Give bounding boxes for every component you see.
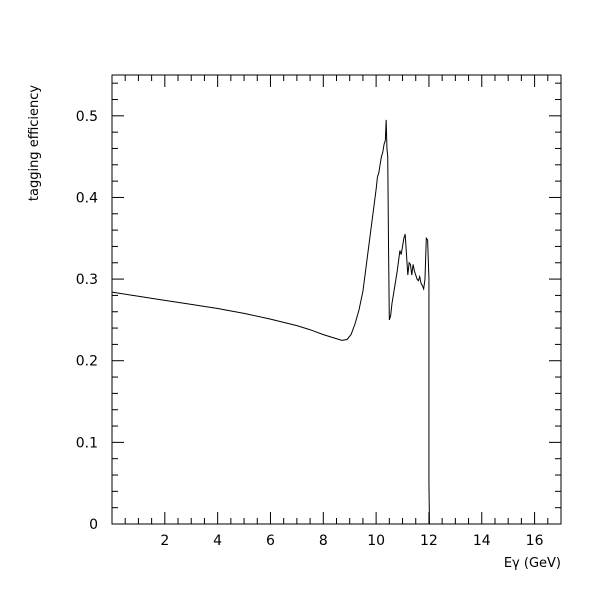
y-tick-label: 0.1 — [76, 435, 98, 451]
x-tick-label: 16 — [526, 533, 544, 549]
x-tick-label: 4 — [213, 533, 222, 549]
x-tick-label: 2 — [160, 533, 169, 549]
x-tick-labels: 2 4 6 8 10 12 14 16 — [160, 533, 543, 549]
y-tick-label: 0 — [89, 517, 98, 533]
y-axis-label: tagging efficiency — [27, 85, 42, 202]
x-axis-label: Eγ (GeV) — [504, 556, 561, 571]
x-tick-label: 12 — [420, 533, 438, 549]
y-tick-label: 0.5 — [76, 109, 98, 125]
y-tick-label: 0.2 — [76, 354, 98, 370]
y-tick-label: 0.4 — [76, 190, 98, 206]
plot-frame — [111, 74, 562, 525]
efficiency-curve — [111, 119, 430, 525]
x-tick-label: 8 — [319, 533, 328, 549]
axis-ticks — [112, 75, 561, 525]
x-tick-label: 10 — [367, 533, 385, 549]
x-tick-label: 14 — [473, 533, 491, 549]
y-tick-label: 0.3 — [76, 272, 98, 288]
x-tick-label: 6 — [266, 533, 275, 549]
y-tick-labels: 0 0.1 0.2 0.3 0.4 0.5 — [76, 109, 98, 533]
